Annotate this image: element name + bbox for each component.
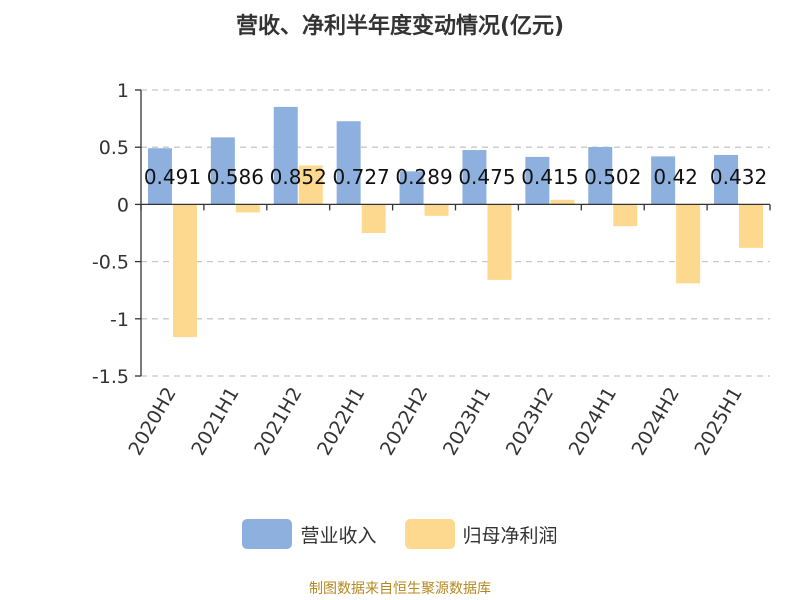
revenue-bar xyxy=(714,154,739,205)
legend-swatch-revenue xyxy=(242,519,293,549)
x-tick-label: 2021H1 xyxy=(187,384,243,460)
x-tick-label: 2022H1 xyxy=(313,384,369,460)
gridlines xyxy=(141,89,770,377)
legend-item-revenue[interactable]: 营业收入 xyxy=(242,519,377,549)
y-tick-label: -1.5 xyxy=(92,366,129,388)
net-profit-bar xyxy=(172,204,197,338)
revenue-data-label: 0.586 xyxy=(207,165,264,189)
y-tick-label: -0.5 xyxy=(92,252,129,274)
x-tick-label: 2022H2 xyxy=(376,384,432,460)
x-tick-label: 2025H1 xyxy=(690,384,746,460)
data-labels: 0.491 0.586 0.852 0.727 0.289 0.475 0.415 0.502… xyxy=(144,165,767,189)
source-note: 制图数据来自恒生聚源数据库 xyxy=(309,581,491,597)
x-tick-label: 2020H2 xyxy=(124,384,180,460)
net-profit-bar xyxy=(235,204,260,213)
revenue-data-label: 0.727 xyxy=(333,165,390,189)
revenue-bar xyxy=(273,106,298,205)
chart-title: 营收、净利半年度变动情况(亿元) xyxy=(235,14,565,39)
revenue-bar xyxy=(336,121,361,205)
legend: 营业收入 归母净利润 xyxy=(0,519,800,549)
revenue-data-label: 0.42 xyxy=(653,165,698,189)
net-profit-bar xyxy=(739,204,764,248)
revenue-data-label: 0.432 xyxy=(710,165,767,189)
revenue-data-label: 0.415 xyxy=(521,165,578,189)
revenue-bar xyxy=(462,150,487,205)
revenue-data-label: 0.502 xyxy=(584,165,641,189)
legend-label-net-profit: 归母净利润 xyxy=(462,524,558,547)
net-profit-bar xyxy=(298,165,323,205)
y-tick-label: 0.5 xyxy=(99,137,129,159)
revenue-bar xyxy=(651,156,676,205)
net-profit-bar xyxy=(613,204,638,227)
net-profit-bar xyxy=(424,204,449,216)
net-profit-bar xyxy=(487,204,512,280)
bars xyxy=(147,106,764,338)
x-tick-label: 2024H2 xyxy=(628,384,684,460)
revenue-data-label: 0.852 xyxy=(270,165,327,189)
revenue-bar xyxy=(588,146,613,205)
y-tick-label: 0 xyxy=(117,194,129,216)
net-profit-bar xyxy=(550,199,575,205)
x-tick-label: 2024H1 xyxy=(565,384,621,460)
revenue-bar xyxy=(399,171,424,205)
revenue-data-label: 0.491 xyxy=(144,165,201,189)
revenue-bar xyxy=(525,156,550,205)
y-tick-label: -1 xyxy=(110,309,129,331)
revenue-data-label: 0.475 xyxy=(458,165,515,189)
x-tick-label: 2023H1 xyxy=(439,384,495,460)
net-profit-bar xyxy=(676,204,701,284)
x-tick-label: 2021H2 xyxy=(250,384,306,460)
revenue-data-label: 0.289 xyxy=(395,165,452,189)
revenue-bar xyxy=(147,148,172,205)
legend-swatch-net-profit xyxy=(404,519,455,549)
legend-label-revenue: 营业收入 xyxy=(300,524,377,547)
y-tick-label: 1 xyxy=(117,80,129,102)
net-profit-bar xyxy=(361,204,386,233)
revenue-bar xyxy=(210,137,235,205)
x-tick-label: 2023H2 xyxy=(502,384,558,460)
legend-item-net-profit[interactable]: 归母净利润 xyxy=(404,519,558,549)
